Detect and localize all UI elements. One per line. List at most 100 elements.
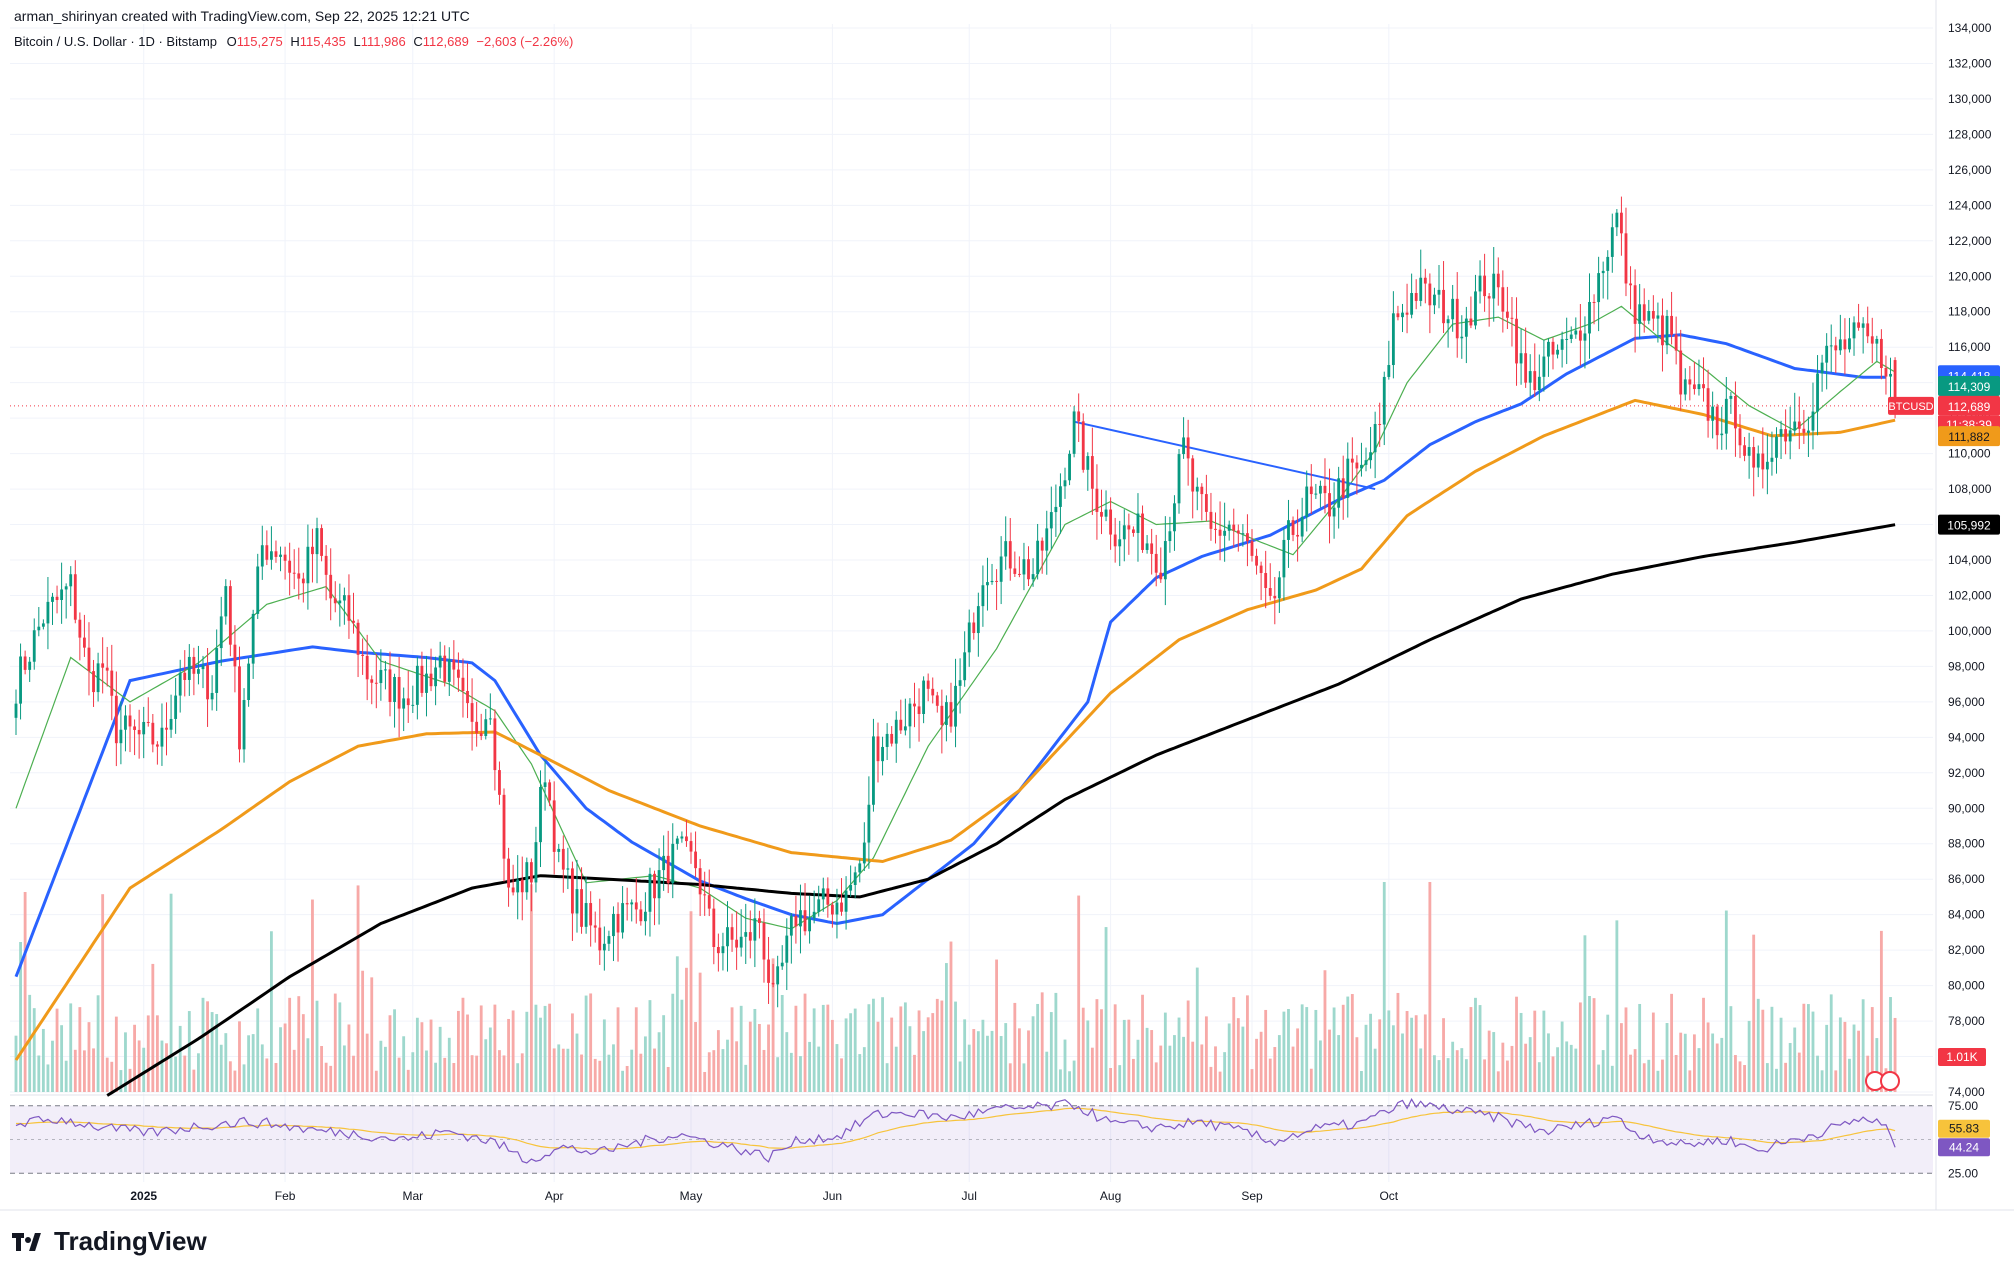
volume-bar (1496, 1071, 1500, 1092)
candle-body (1154, 553, 1158, 573)
volume-bar (1086, 1020, 1090, 1092)
volume-bar (643, 1036, 647, 1092)
rsi-ma-value: 55.83 (1949, 1122, 1979, 1136)
volume-bar (680, 999, 684, 1092)
candle-body (1004, 541, 1008, 557)
candle-body (183, 672, 187, 680)
volume-bar (666, 1066, 670, 1092)
candle-body (949, 702, 953, 727)
candle-body (1724, 398, 1728, 434)
candle-body (539, 786, 542, 843)
volume-bar (1711, 1033, 1715, 1092)
volume-bar (429, 1019, 433, 1092)
volume-bar (1583, 935, 1587, 1092)
volume-bar (698, 972, 702, 1092)
volume-bar (228, 1061, 232, 1092)
candle-body (356, 622, 360, 655)
candle-body (1738, 428, 1742, 446)
volume-bar (493, 1004, 497, 1092)
candle-body (238, 666, 241, 750)
volume-bar (1683, 1033, 1687, 1092)
volume-bar (817, 1046, 821, 1092)
candle-body (1182, 437, 1185, 455)
volume-bar (1770, 1006, 1774, 1092)
volume-bar (201, 997, 205, 1092)
candle-body (1136, 513, 1140, 533)
y-tick-label: 132,000 (1948, 56, 1992, 70)
candle-body (374, 682, 378, 684)
volume-bar (1437, 1060, 1441, 1092)
volume-bar (1163, 1012, 1167, 1092)
candle-body (178, 672, 182, 696)
symbol-name[interactable]: Bitcoin / U.S. Dollar · 1D · Bitstamp (14, 34, 217, 49)
candle-body (986, 582, 989, 586)
volume-bar (1615, 920, 1619, 1092)
y-tick-label: 116,000 (1948, 340, 1991, 354)
candle-body (1638, 304, 1642, 324)
candle-body (1346, 458, 1350, 498)
volume-bar (142, 1047, 146, 1092)
candle-body (1204, 494, 1208, 512)
candle-body (753, 918, 757, 941)
volume-bar (269, 931, 273, 1092)
candle-body (739, 936, 743, 948)
volume-bar (1601, 1050, 1605, 1092)
volume-bar (803, 993, 807, 1092)
candle-body (1332, 507, 1336, 517)
candle-body (1113, 534, 1117, 547)
candle-body (1414, 293, 1418, 301)
volume-bar (835, 1044, 839, 1092)
rsi-ma-value-bg (1938, 1119, 1990, 1138)
volume-bar (726, 1039, 729, 1092)
volume-bar (1195, 967, 1199, 1092)
candle-body (872, 736, 875, 805)
candle-body (197, 669, 200, 674)
volume-bar (1045, 1051, 1049, 1092)
volume-bar (1848, 1058, 1851, 1092)
volume-bar (935, 998, 939, 1092)
volume-bar (525, 1011, 529, 1092)
candle-body (1090, 456, 1094, 489)
ma-line-ma200 (106, 523, 1896, 1097)
volume-bar (1642, 1063, 1646, 1092)
volume-bar (981, 1019, 985, 1092)
volume-bar (1401, 1033, 1404, 1092)
volume-bar (1569, 1044, 1573, 1092)
candle-body (999, 556, 1003, 582)
volume-bar (1433, 1055, 1436, 1092)
candle-body (411, 704, 415, 706)
volume-bar (1624, 1007, 1628, 1092)
candle-body (1086, 456, 1090, 470)
volume-bar (41, 1028, 45, 1092)
volume-bar (1515, 996, 1518, 1092)
volume-bar (894, 1046, 898, 1092)
volume-bar (1049, 1012, 1053, 1092)
candle-body (320, 528, 323, 556)
candle-body (14, 703, 18, 718)
volume-bar (685, 967, 688, 1092)
volume-bar (748, 1021, 752, 1092)
volume-bar (434, 1062, 438, 1092)
candle-body (1433, 294, 1436, 306)
candle-body (55, 596, 59, 601)
volume-bar (1743, 1065, 1746, 1092)
candle-body (292, 572, 296, 574)
y-tick-label: 94,000 (1948, 730, 1985, 744)
tradingview-logo[interactable]: TradingView (12, 1226, 207, 1257)
candle-body (1360, 464, 1363, 469)
candle-body (785, 935, 789, 963)
candle-body (903, 726, 907, 731)
volume-bar (187, 1011, 191, 1092)
candle-body (1077, 411, 1081, 422)
volume-bar (598, 1060, 602, 1092)
volume-bar (1227, 1023, 1231, 1092)
candle-body (1173, 503, 1176, 532)
candle-body (484, 719, 488, 737)
volume-bar (1734, 1055, 1737, 1092)
volume-bar (867, 1004, 871, 1092)
volume-bar (283, 1023, 287, 1092)
candle-body (575, 889, 579, 914)
volume-bar (1200, 1044, 1204, 1092)
candle-body (1328, 493, 1331, 517)
